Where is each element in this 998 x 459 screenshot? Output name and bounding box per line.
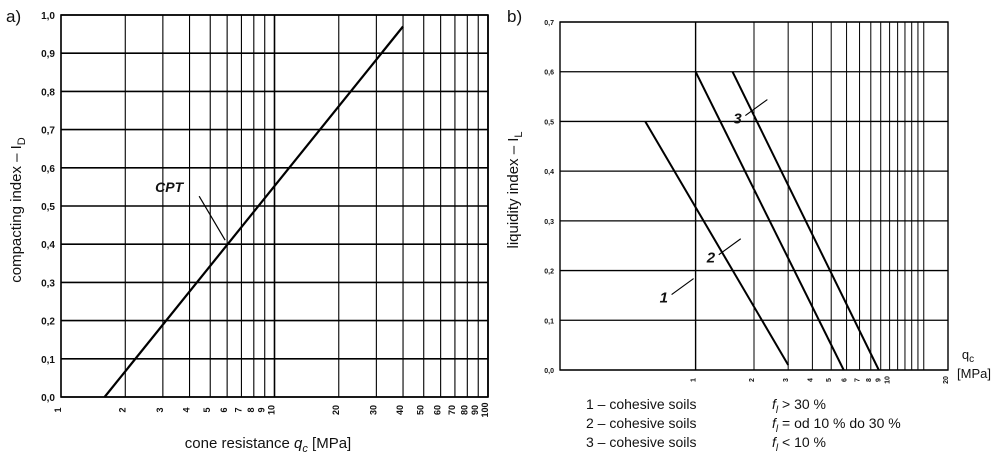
annotation-label: 2 bbox=[706, 250, 716, 267]
legend-condition: fl = od 10 % do 30 % bbox=[772, 415, 901, 435]
chart-b: b) 0,0 0,1 0,2 0,3 0,4 0,5 0,6 0,7 1 2 3 4 5 6 7 8 9 10 20… bbox=[505, 7, 991, 454]
series-line-cpt bbox=[103, 25, 404, 398]
y-tick-label: 0,4 bbox=[544, 169, 554, 176]
y-tick-label: 0,0 bbox=[544, 368, 554, 375]
y-axis-label-b-sub: L bbox=[513, 131, 525, 137]
panel-label-b: b) bbox=[507, 7, 522, 26]
y-tick-label: 0,2 bbox=[41, 317, 55, 328]
y-tick-label: 0,1 bbox=[544, 318, 554, 325]
legend-entry: 2 – cohesive soils bbox=[586, 415, 697, 431]
x-axis-label-b: qc bbox=[962, 347, 974, 365]
series-a bbox=[103, 25, 404, 398]
x-tick-label: 90 bbox=[470, 405, 480, 415]
panel-label-a: a) bbox=[6, 7, 21, 26]
x-tick-label: 10 bbox=[267, 405, 277, 415]
x-tick-label: 5 bbox=[826, 378, 833, 382]
annotation-label: 1 bbox=[660, 290, 668, 307]
y-axis-label-b: liquidity index – IL bbox=[505, 131, 525, 248]
y-axis-label-a-main: compacting index – I bbox=[8, 145, 25, 283]
x-tick-label: 30 bbox=[368, 405, 378, 415]
legend-condition: fl > 30 % bbox=[772, 396, 826, 416]
x-axis-label-b-sub: c bbox=[969, 354, 974, 365]
y-tick-label: 0,8 bbox=[41, 87, 55, 98]
x-tick-label: 4 bbox=[807, 378, 814, 382]
legend-entry: 3 – cohesive soils bbox=[586, 434, 697, 450]
x-axis-unit-b: [MPa] bbox=[957, 366, 991, 381]
y-tick-label: 0,5 bbox=[544, 119, 554, 126]
x-tick-label: 10 bbox=[885, 376, 892, 384]
y-tick-label: 0,5 bbox=[41, 202, 55, 213]
annotation-label: 3 bbox=[733, 111, 742, 128]
x-axis-label-a-suffix: [MPa] bbox=[308, 435, 351, 452]
x-tick-label: 20 bbox=[943, 376, 950, 384]
x-tick-label: 8 bbox=[866, 378, 873, 382]
y-tick-label: 0,9 bbox=[41, 49, 55, 60]
x-tick-label: 50 bbox=[416, 405, 426, 415]
legend-condition: fl < 10 % bbox=[772, 434, 826, 454]
y-tick-label: 0,3 bbox=[544, 219, 554, 226]
x-tick-label: 9 bbox=[257, 407, 267, 412]
annotation-leader bbox=[671, 278, 694, 295]
annotation-leader bbox=[745, 99, 768, 116]
x-tick-label: 1 bbox=[691, 378, 698, 382]
x-tick-label: 70 bbox=[447, 405, 457, 415]
annotations-b: 1 2 3 bbox=[660, 99, 768, 307]
x-tick-label: 40 bbox=[395, 405, 405, 415]
x-axis-label-b-var: q bbox=[962, 347, 969, 362]
x-tick-label: 2 bbox=[749, 378, 756, 382]
annotation-leader bbox=[718, 238, 742, 256]
y-tick-label: 0,1 bbox=[41, 355, 55, 366]
x-tick-label: 100 bbox=[480, 402, 490, 417]
annotation-label: CPT bbox=[155, 179, 184, 195]
x-tick-label: 3 bbox=[783, 378, 790, 382]
series-b bbox=[644, 71, 880, 371]
y-tick-label: 0,7 bbox=[544, 20, 554, 27]
x-tick-label: 2 bbox=[117, 407, 127, 412]
annotations-a: CPT bbox=[155, 179, 226, 241]
x-tick-label: 4 bbox=[182, 407, 192, 412]
y-tick-label: 0,3 bbox=[41, 278, 55, 289]
y-tick-label: 0,2 bbox=[544, 269, 554, 276]
y-tick-label: 0,4 bbox=[41, 240, 55, 251]
x-tick-label: 3 bbox=[155, 407, 165, 412]
y-axis-label-a: compacting index – ID bbox=[8, 137, 28, 283]
y-axis-label-b-main: liquidity index – I bbox=[505, 138, 522, 249]
x-tick-label: 5 bbox=[202, 407, 212, 412]
series-line-1 bbox=[644, 120, 790, 366]
x-tick-label: 6 bbox=[842, 378, 849, 382]
y-axis-label-a-sub: D bbox=[16, 137, 28, 145]
tick-labels-a: 0,00,10,20,30,40,50,60,70,80,91,01 2 3 4 5 6 7… bbox=[41, 11, 490, 418]
series-line-2 bbox=[694, 71, 845, 371]
x-tick-label: 9 bbox=[876, 378, 883, 382]
x-tick-label: 20 bbox=[331, 405, 341, 415]
grid-b bbox=[560, 21, 948, 371]
x-tick-label: 1 bbox=[53, 407, 63, 412]
y-tick-label: 1,0 bbox=[41, 11, 55, 22]
x-tick-label: 80 bbox=[459, 405, 469, 415]
legend-b: 1 – cohesive soils fl > 30 % 2 – cohesive … bbox=[586, 396, 901, 454]
x-tick-label: 7 bbox=[855, 378, 862, 382]
annotation-leader bbox=[198, 195, 226, 241]
y-tick-label: 0,6 bbox=[544, 70, 554, 77]
legend-entry: 1 – cohesive soils bbox=[586, 396, 697, 412]
y-tick-label: 0,6 bbox=[41, 164, 55, 175]
y-tick-label: 0,0 bbox=[41, 393, 55, 404]
x-axis-label-a-var: q bbox=[294, 435, 303, 452]
series-line-3 bbox=[731, 71, 880, 371]
x-tick-label: 60 bbox=[433, 405, 443, 415]
tick-labels-b: 0,0 0,1 0,2 0,3 0,4 0,5 0,6 0,7 1 2 3 4 5 6 7 8 9 10 20 bbox=[544, 20, 950, 384]
grid-a bbox=[60, 14, 489, 398]
chart-a: a) 0,0 0,1 0,2 0,3 0,4 0,5 0,6 0,7 0,8 0,9 1,0 1 2 3 4… bbox=[6, 7, 490, 455]
x-tick-label: 8 bbox=[246, 407, 256, 412]
x-axis-label-a: cone resistance qc [MPa] bbox=[185, 435, 351, 455]
x-tick-label: 6 bbox=[219, 407, 229, 412]
x-axis-label-a-sub: c bbox=[302, 443, 308, 455]
y-tick-label: 0,7 bbox=[41, 126, 55, 137]
x-axis-label-a-prefix: cone resistance bbox=[185, 435, 294, 452]
x-tick-label: 7 bbox=[233, 407, 243, 412]
